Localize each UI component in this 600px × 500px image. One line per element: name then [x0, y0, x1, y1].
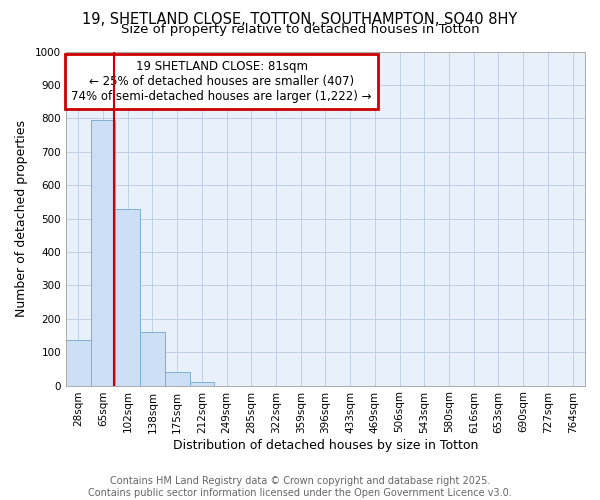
Text: 19 SHETLAND CLOSE: 81sqm
← 25% of detached houses are smaller (407)
74% of semi-: 19 SHETLAND CLOSE: 81sqm ← 25% of detach… [71, 60, 372, 103]
Bar [66, 340, 91, 386]
Y-axis label: Number of detached properties: Number of detached properties [15, 120, 28, 317]
Bar [115, 208, 140, 386]
Bar [140, 332, 165, 386]
Bar [91, 120, 115, 386]
X-axis label: Distribution of detached houses by size in Totton: Distribution of detached houses by size … [173, 440, 478, 452]
Bar [190, 382, 214, 386]
Bar [165, 372, 190, 386]
Text: 19, SHETLAND CLOSE, TOTTON, SOUTHAMPTON, SO40 8HY: 19, SHETLAND CLOSE, TOTTON, SOUTHAMPTON,… [82, 12, 518, 28]
Text: Size of property relative to detached houses in Totton: Size of property relative to detached ho… [121, 22, 479, 36]
Text: Contains HM Land Registry data © Crown copyright and database right 2025.
Contai: Contains HM Land Registry data © Crown c… [88, 476, 512, 498]
